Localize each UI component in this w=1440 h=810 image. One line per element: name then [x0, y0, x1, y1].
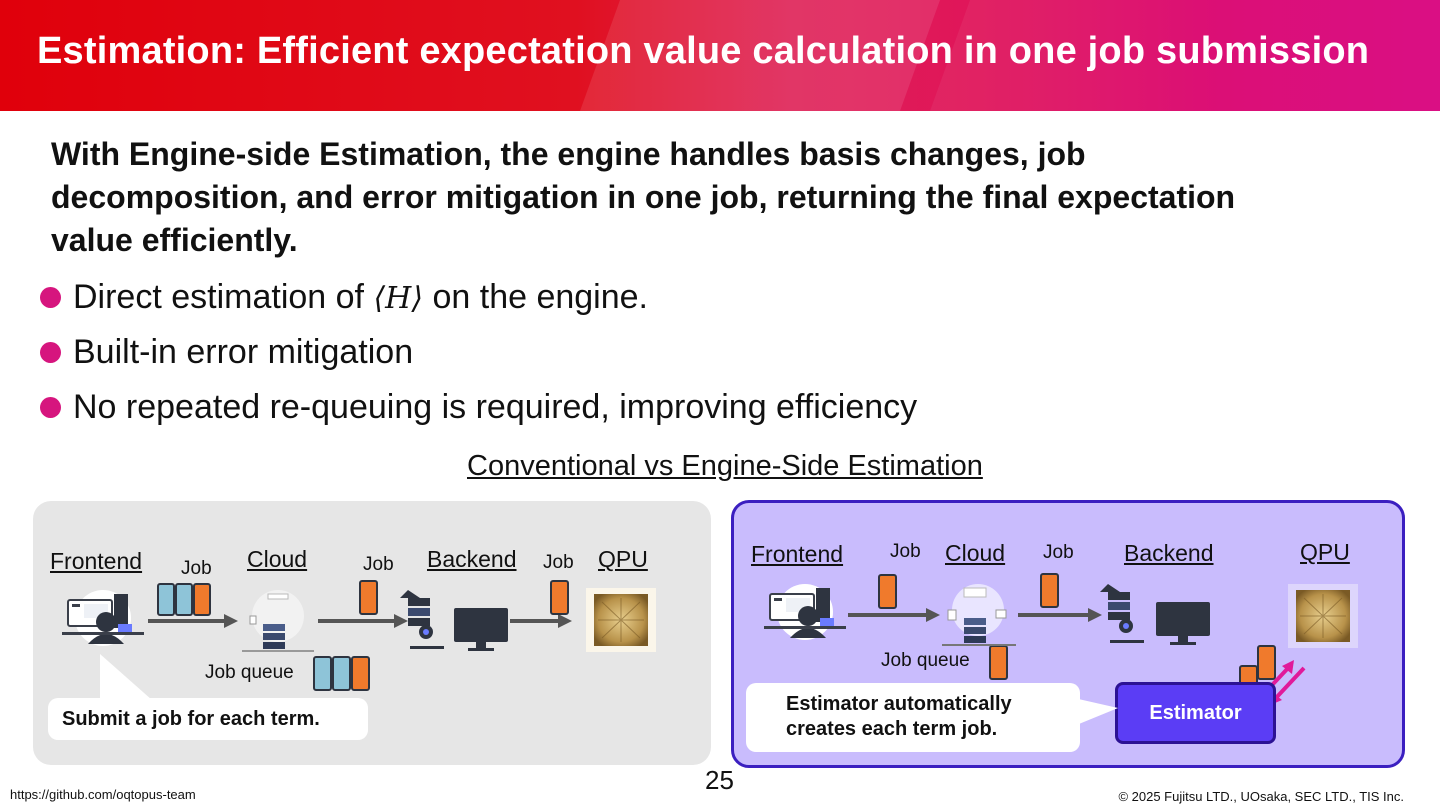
callout-pointer: [1074, 698, 1118, 726]
frontend-label: Frontend: [751, 541, 844, 567]
footer-link[interactable]: https://github.com/oqtopus-team: [10, 787, 196, 802]
job-label: Job: [890, 541, 921, 562]
cloud-server-icon: [942, 584, 1016, 646]
banner-stripe: [930, 0, 1440, 111]
qpu-chip-icon: [586, 588, 656, 652]
bullet-item: Built-in error mitigation: [40, 331, 917, 386]
backend-server-icon: [400, 590, 508, 651]
conventional-callout: Submit a job for each term.: [48, 698, 368, 740]
qpu-chip-icon: [1288, 584, 1358, 648]
job-queue-label: Job queue: [205, 662, 294, 683]
bullet-dot-icon: [40, 342, 61, 363]
job-queue-label: Job queue: [881, 650, 970, 671]
qpu-label: QPU: [1300, 539, 1350, 565]
estimator-label: Estimator: [1149, 701, 1242, 724]
job-label: Job: [543, 552, 574, 573]
frontend-label: Frontend: [50, 548, 143, 574]
cloud-label: Cloud: [247, 546, 308, 572]
arrow-icon: [148, 614, 238, 628]
math-expectation-h: ⟨H⟩: [373, 281, 424, 316]
lead-text: With Engine-side Estimation, the engine …: [51, 136, 1236, 258]
bullet-dot-icon: [40, 397, 61, 418]
job-block-icon: [878, 574, 897, 609]
cloud-server-icon: [242, 590, 314, 652]
arrow-icon: [1018, 608, 1102, 622]
cloud-label: Cloud: [945, 540, 1006, 566]
qpu-label: QPU: [598, 546, 648, 572]
diagram-title: Conventional vs Engine-Side Estimation: [467, 450, 983, 482]
job-queue-icon: [989, 645, 1008, 680]
job-block-icon: [550, 580, 569, 615]
frontend-user-icon: [62, 590, 144, 646]
callout-pointer: [100, 654, 152, 700]
banner-stripe: [580, 0, 940, 111]
backend-server-icon: [1100, 584, 1210, 645]
bullet-item: Direct estimation of ⟨H⟩ on the engine.: [40, 276, 917, 331]
backend-label: Backend: [1124, 540, 1214, 566]
backend-label: Backend: [427, 546, 517, 572]
engine-side-callout: Estimator automatically creates each ter…: [746, 683, 1080, 752]
footer-copyright: © 2025 Fujitsu LTD., UOsaka, SEC LTD., T…: [1118, 789, 1404, 804]
title-banner: Estimation: Efficient expectation value …: [0, 0, 1440, 111]
job-block-icon: [1040, 573, 1059, 608]
page-number: 25: [705, 765, 734, 795]
frontend-user-icon: [764, 584, 846, 640]
job-label: Job: [1043, 542, 1074, 563]
slide-title: Estimation: Efficient expectation value …: [37, 30, 1370, 72]
arrow-icon: [318, 614, 408, 628]
job-blocks-icon: [157, 583, 211, 616]
job-block-icon: [359, 580, 378, 615]
bullet-item: No repeated re-queuing is required, impr…: [40, 386, 917, 441]
job-label: Job: [181, 558, 212, 579]
bullet-list: Direct estimation of ⟨H⟩ on the engine. …: [40, 276, 917, 441]
job-label: Job: [363, 554, 394, 575]
arrow-icon: [848, 608, 940, 622]
estimator-box: Estimator: [1115, 682, 1276, 744]
arrow-icon: [510, 614, 572, 628]
job-queue-icon: [313, 656, 370, 691]
bullet-dot-icon: [40, 287, 61, 308]
